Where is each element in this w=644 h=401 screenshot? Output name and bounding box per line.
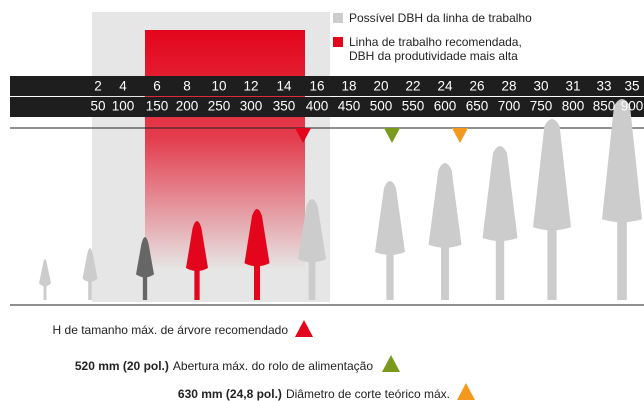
inch-label: 12	[243, 79, 258, 94]
note-2-bold: 520 mm (20 pol.)	[75, 359, 169, 373]
tree-crown	[483, 146, 518, 241]
mm-label: 350	[273, 99, 296, 114]
inch-scale	[10, 76, 644, 96]
inch-label: 33	[596, 79, 611, 94]
mm-label: 600	[434, 99, 457, 114]
mm-label: 550	[402, 99, 425, 114]
recommended-band	[145, 30, 305, 270]
inch-label: 22	[405, 79, 420, 94]
legend-recommended: Linha de trabalho recomendada,	[349, 35, 522, 49]
inch-label: 26	[469, 79, 484, 94]
note-1-icon	[295, 320, 313, 337]
tree-crown	[429, 163, 462, 248]
mm-label: 150	[146, 99, 169, 114]
mm-label: 900	[621, 99, 644, 114]
mm-label: 250	[208, 99, 231, 114]
mm-label: 750	[530, 99, 553, 114]
note-3-text: Diâmetro de corte teórico máx.	[286, 387, 450, 401]
mm-label: 700	[498, 99, 521, 114]
tree-trunk	[309, 257, 316, 300]
tree-trunk	[441, 243, 449, 300]
legend-red-swatch	[333, 37, 343, 47]
note-3-bold: 630 mm (24,8 pol.)	[178, 387, 282, 401]
mm-label: 200	[176, 99, 199, 114]
note-3: 630 mm (24,8 pol.) Diâmetro de corte teór…	[178, 387, 450, 401]
mm-label: 400	[306, 99, 329, 114]
mm-label: 100	[112, 99, 135, 114]
legend-recommended: DBH da produtividade mais alta	[349, 49, 518, 63]
tree-crown	[39, 259, 51, 286]
note-3-icon	[457, 383, 475, 400]
legend-possible: Possível DBH da linha de trabalho	[349, 11, 532, 25]
inch-label: 16	[309, 79, 324, 94]
inch-label: 14	[276, 79, 292, 94]
tree-crown	[375, 181, 405, 255]
note-2-icon	[382, 355, 400, 372]
tree-trunk	[496, 236, 504, 300]
inch-label: 6	[153, 79, 161, 94]
mm-label: 300	[240, 99, 263, 114]
inch-label: 31	[565, 79, 580, 94]
marker-cut-diameter	[452, 128, 468, 143]
infographic: Possível DBH da linha de trabalho Linha …	[0, 0, 644, 401]
note-2-text: Abertura máx. do rolo de alimentação	[173, 359, 373, 373]
legend-gray-swatch	[333, 13, 343, 23]
inch-label: 20	[373, 79, 388, 94]
tree-trunk	[254, 261, 260, 300]
marker-feed-roll	[384, 128, 400, 143]
mm-label: 50	[90, 99, 105, 114]
mm-label: 850	[593, 99, 616, 114]
inch-label: 30	[533, 79, 548, 94]
tree-trunk	[617, 217, 627, 300]
inch-label: 10	[211, 79, 226, 94]
inch-label: 4	[119, 79, 127, 94]
inch-label: 24	[437, 79, 453, 94]
mm-label: 800	[562, 99, 585, 114]
inch-label: 28	[501, 79, 516, 94]
tree-trunk	[547, 225, 556, 300]
tree-trunk	[386, 250, 393, 300]
note-1: H de tamanho máx. de árvore recomendado	[53, 323, 289, 337]
mm-label: 650	[466, 99, 489, 114]
inch-label: 2	[94, 79, 102, 94]
tree-trunk	[194, 266, 199, 300]
mm-label: 500	[370, 99, 393, 114]
inch-label: 35	[624, 79, 639, 94]
mm-label: 450	[338, 99, 361, 114]
note-2: 520 mm (20 pol.) Abertura máx. do rolo de…	[75, 359, 373, 373]
inch-label: 8	[183, 79, 191, 94]
inch-label: 18	[341, 79, 356, 94]
tree-crown	[602, 99, 642, 222]
tree-crown	[533, 119, 571, 230]
